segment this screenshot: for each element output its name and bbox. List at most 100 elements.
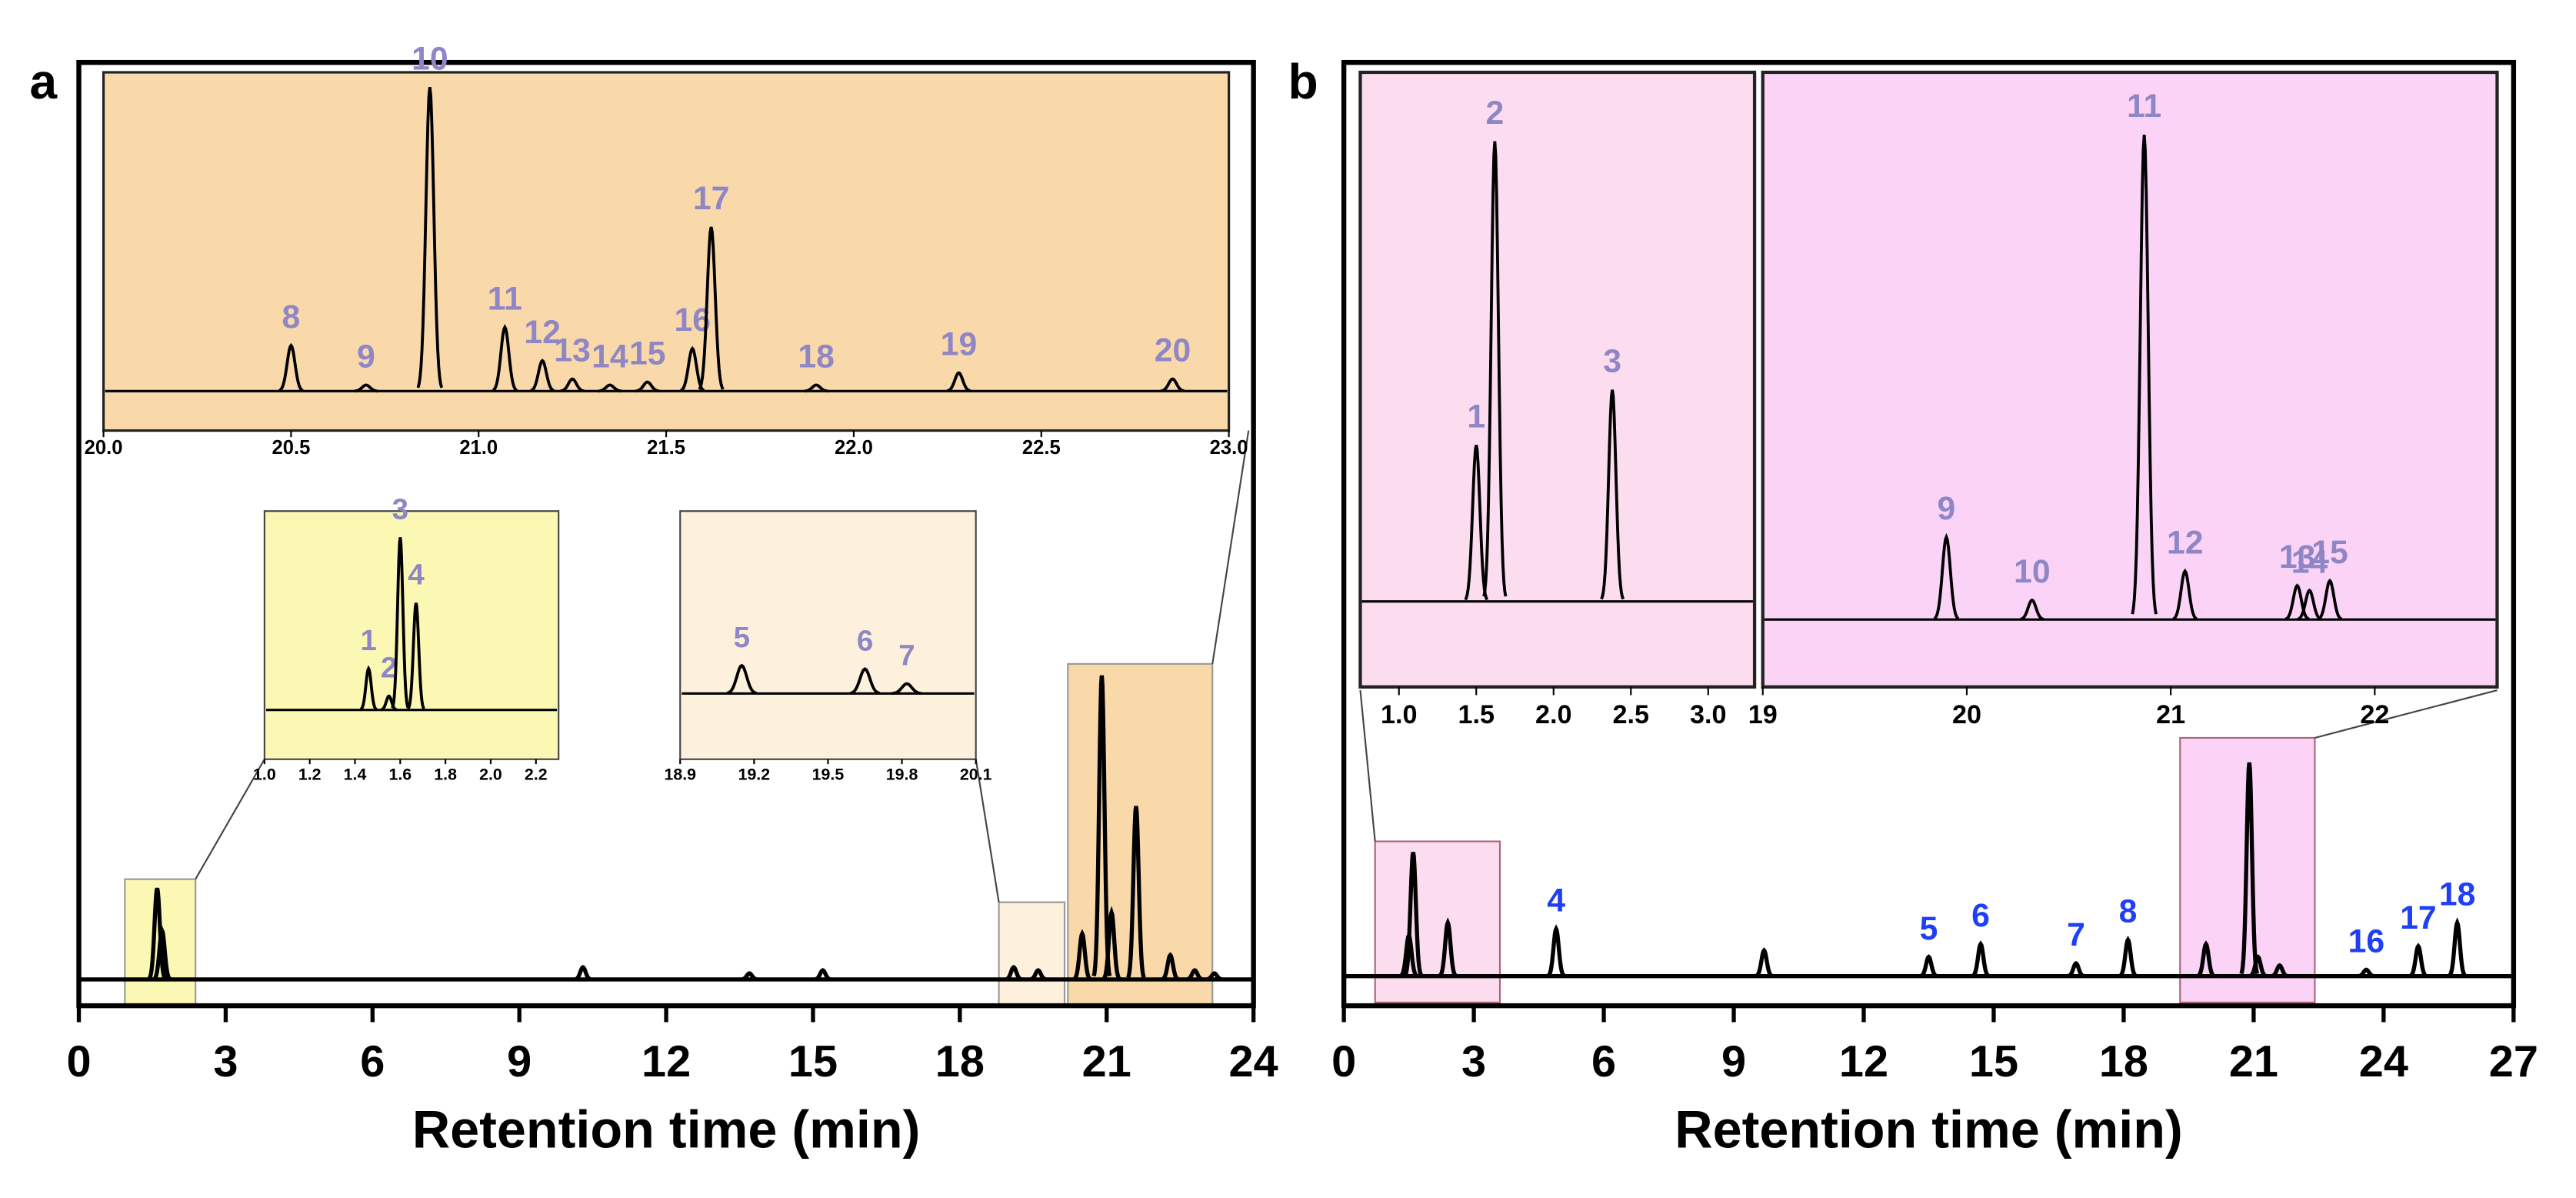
peak (2118, 936, 2138, 978)
peak (147, 887, 167, 980)
peak-label: 6 (857, 624, 873, 657)
x-tick-label: 0 (66, 1037, 91, 1086)
peak-label: 4 (1547, 883, 1565, 919)
x-tick-label: 1.6 (388, 766, 412, 784)
peak (2448, 917, 2467, 977)
peak (492, 324, 518, 392)
peak-label: 9 (1938, 490, 1956, 527)
peak-label: 18 (798, 339, 835, 375)
peak-label: 12 (2167, 524, 2204, 561)
peak (354, 383, 378, 393)
peak (1920, 954, 1938, 978)
x-tick-label: 6 (360, 1037, 385, 1086)
peak-label: 3 (392, 492, 408, 526)
x-tick-label: 19.2 (738, 766, 771, 784)
peak-label: 8 (282, 299, 301, 335)
x-tick-label: 2.5 (1613, 700, 1649, 729)
peak-label: 3 (1603, 343, 1621, 380)
peak (2358, 967, 2374, 979)
peak-label: 10 (412, 40, 448, 77)
peak (1464, 445, 1489, 601)
peak (1160, 377, 1185, 393)
peak-label: 13 (2279, 539, 2316, 576)
peak (2131, 135, 2158, 615)
inset-frame (1761, 70, 2499, 689)
x-tick-label: 1.0 (253, 766, 276, 784)
peak (391, 537, 410, 709)
zoom-box (998, 901, 1066, 1007)
peak-label: 14 (2291, 544, 2328, 581)
peak-label: 14 (592, 339, 628, 375)
panel-label: b (1288, 54, 1318, 109)
zoom-box (1374, 840, 1501, 1003)
x-tick-label: 18.9 (664, 766, 696, 784)
peak (406, 602, 425, 710)
peak-label: 12 (524, 314, 561, 351)
x-tick-label: 6 (1591, 1037, 1616, 1086)
x-tick-label: 12 (642, 1037, 691, 1086)
peak (1029, 968, 1047, 982)
connector (195, 759, 265, 880)
peak-label: 10 (2014, 553, 2051, 590)
x-tick-label: 9 (1721, 1037, 1746, 1086)
x-axis-label: Retention time (min) (1675, 1101, 2183, 1160)
inset-frame (102, 71, 1231, 432)
peak-label: 1 (1467, 398, 1485, 435)
peak (1161, 952, 1179, 982)
x-tick-label: 1.5 (1458, 700, 1495, 729)
peak (726, 663, 758, 695)
panel-label: a (29, 54, 58, 109)
x-tick-label: 21 (2156, 700, 2185, 729)
connector (975, 759, 1000, 903)
x-tick-label: 12 (1839, 1037, 1888, 1086)
peak (1126, 806, 1146, 979)
peak (380, 694, 398, 712)
x-tick-label: 2.0 (479, 766, 502, 784)
peak (698, 226, 725, 390)
x-tick-label: 24 (2359, 1037, 2408, 1086)
x-tick-label: 3.0 (1690, 700, 1726, 729)
peak (891, 682, 922, 696)
peak-label: 19 (941, 326, 978, 363)
x-tick-label: 27 (2489, 1037, 2538, 1086)
peak-label: 6 (1971, 897, 1990, 934)
peak (416, 86, 444, 389)
peak-label: 11 (488, 280, 522, 317)
x-tick-label: 2.0 (1535, 700, 1571, 729)
x-tick-label: 3 (213, 1037, 238, 1086)
peak (1438, 917, 1458, 977)
peak (2317, 578, 2343, 621)
peak (1403, 852, 1423, 976)
peak (2249, 954, 2267, 978)
peak-label: 17 (2400, 899, 2437, 936)
x-tick-label: 20.0 (85, 437, 123, 459)
x-tick-label: 21 (2229, 1037, 2278, 1086)
x-tick-label: 22.0 (835, 437, 873, 459)
connectors (195, 430, 2498, 903)
peak (2020, 598, 2044, 621)
x-tick-label: 15 (1969, 1037, 2018, 1086)
x-tick-label: 20.5 (272, 437, 310, 459)
peak-label: 4 (408, 559, 425, 592)
peak-label: 16 (2348, 923, 2385, 959)
peak-label: 17 (693, 180, 730, 217)
peak-label: 15 (2311, 534, 2348, 571)
peak (278, 342, 304, 392)
peak (814, 968, 831, 982)
peak (1547, 924, 1566, 978)
peak-label: 5 (1920, 910, 1938, 947)
peak (2409, 943, 2428, 978)
peak (2068, 960, 2084, 979)
x-tick-label: 3 (1461, 1037, 1486, 1086)
x-tick-label: 18 (935, 1037, 985, 1086)
x-tick-label: 19.8 (886, 766, 918, 784)
peak (1755, 947, 1773, 978)
connector (1359, 689, 1376, 842)
peak-label: 18 (2439, 876, 2476, 913)
peak (1971, 940, 1990, 978)
peak (635, 380, 660, 393)
x-tick-label: 20 (1952, 700, 1981, 729)
peak (804, 383, 828, 393)
peak-label: 7 (898, 639, 915, 672)
